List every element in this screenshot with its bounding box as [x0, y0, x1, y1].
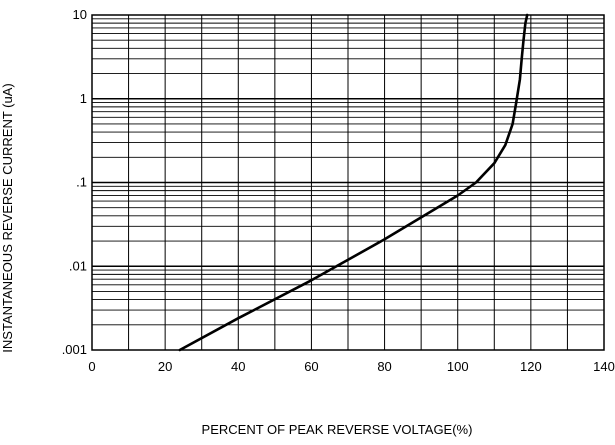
y-axis-label: INSTANTANEOUS REVERSE CURRENT (uA)	[0, 83, 15, 352]
y-axis-ticks: .001 .01 .1 1 10	[62, 7, 87, 357]
x-tick-label: 20	[158, 359, 172, 374]
x-tick-label: 0	[88, 359, 95, 374]
x-tick-label: 60	[304, 359, 318, 374]
x-tick-label: 100	[447, 359, 469, 374]
grid	[92, 15, 604, 350]
series-layer	[178, 13, 529, 352]
y-tick-label: 1	[80, 91, 87, 106]
x-tick-label: 120	[520, 359, 542, 374]
y-tick-label: .001	[62, 342, 87, 357]
y-tick-label: .01	[69, 258, 87, 273]
x-tick-label: 80	[377, 359, 391, 374]
y-tick-label: 10	[73, 7, 87, 22]
x-tick-label: 140	[593, 359, 615, 374]
x-axis-ticks: 0 20 40 60 80 100 120 140	[88, 359, 614, 374]
y-tick-label: .1	[76, 175, 87, 190]
plot-frame	[91, 14, 605, 351]
x-tick-label: 40	[231, 359, 245, 374]
x-axis-label: PERCENT OF PEAK REVERSE VOLTAGE(%)	[202, 422, 473, 437]
